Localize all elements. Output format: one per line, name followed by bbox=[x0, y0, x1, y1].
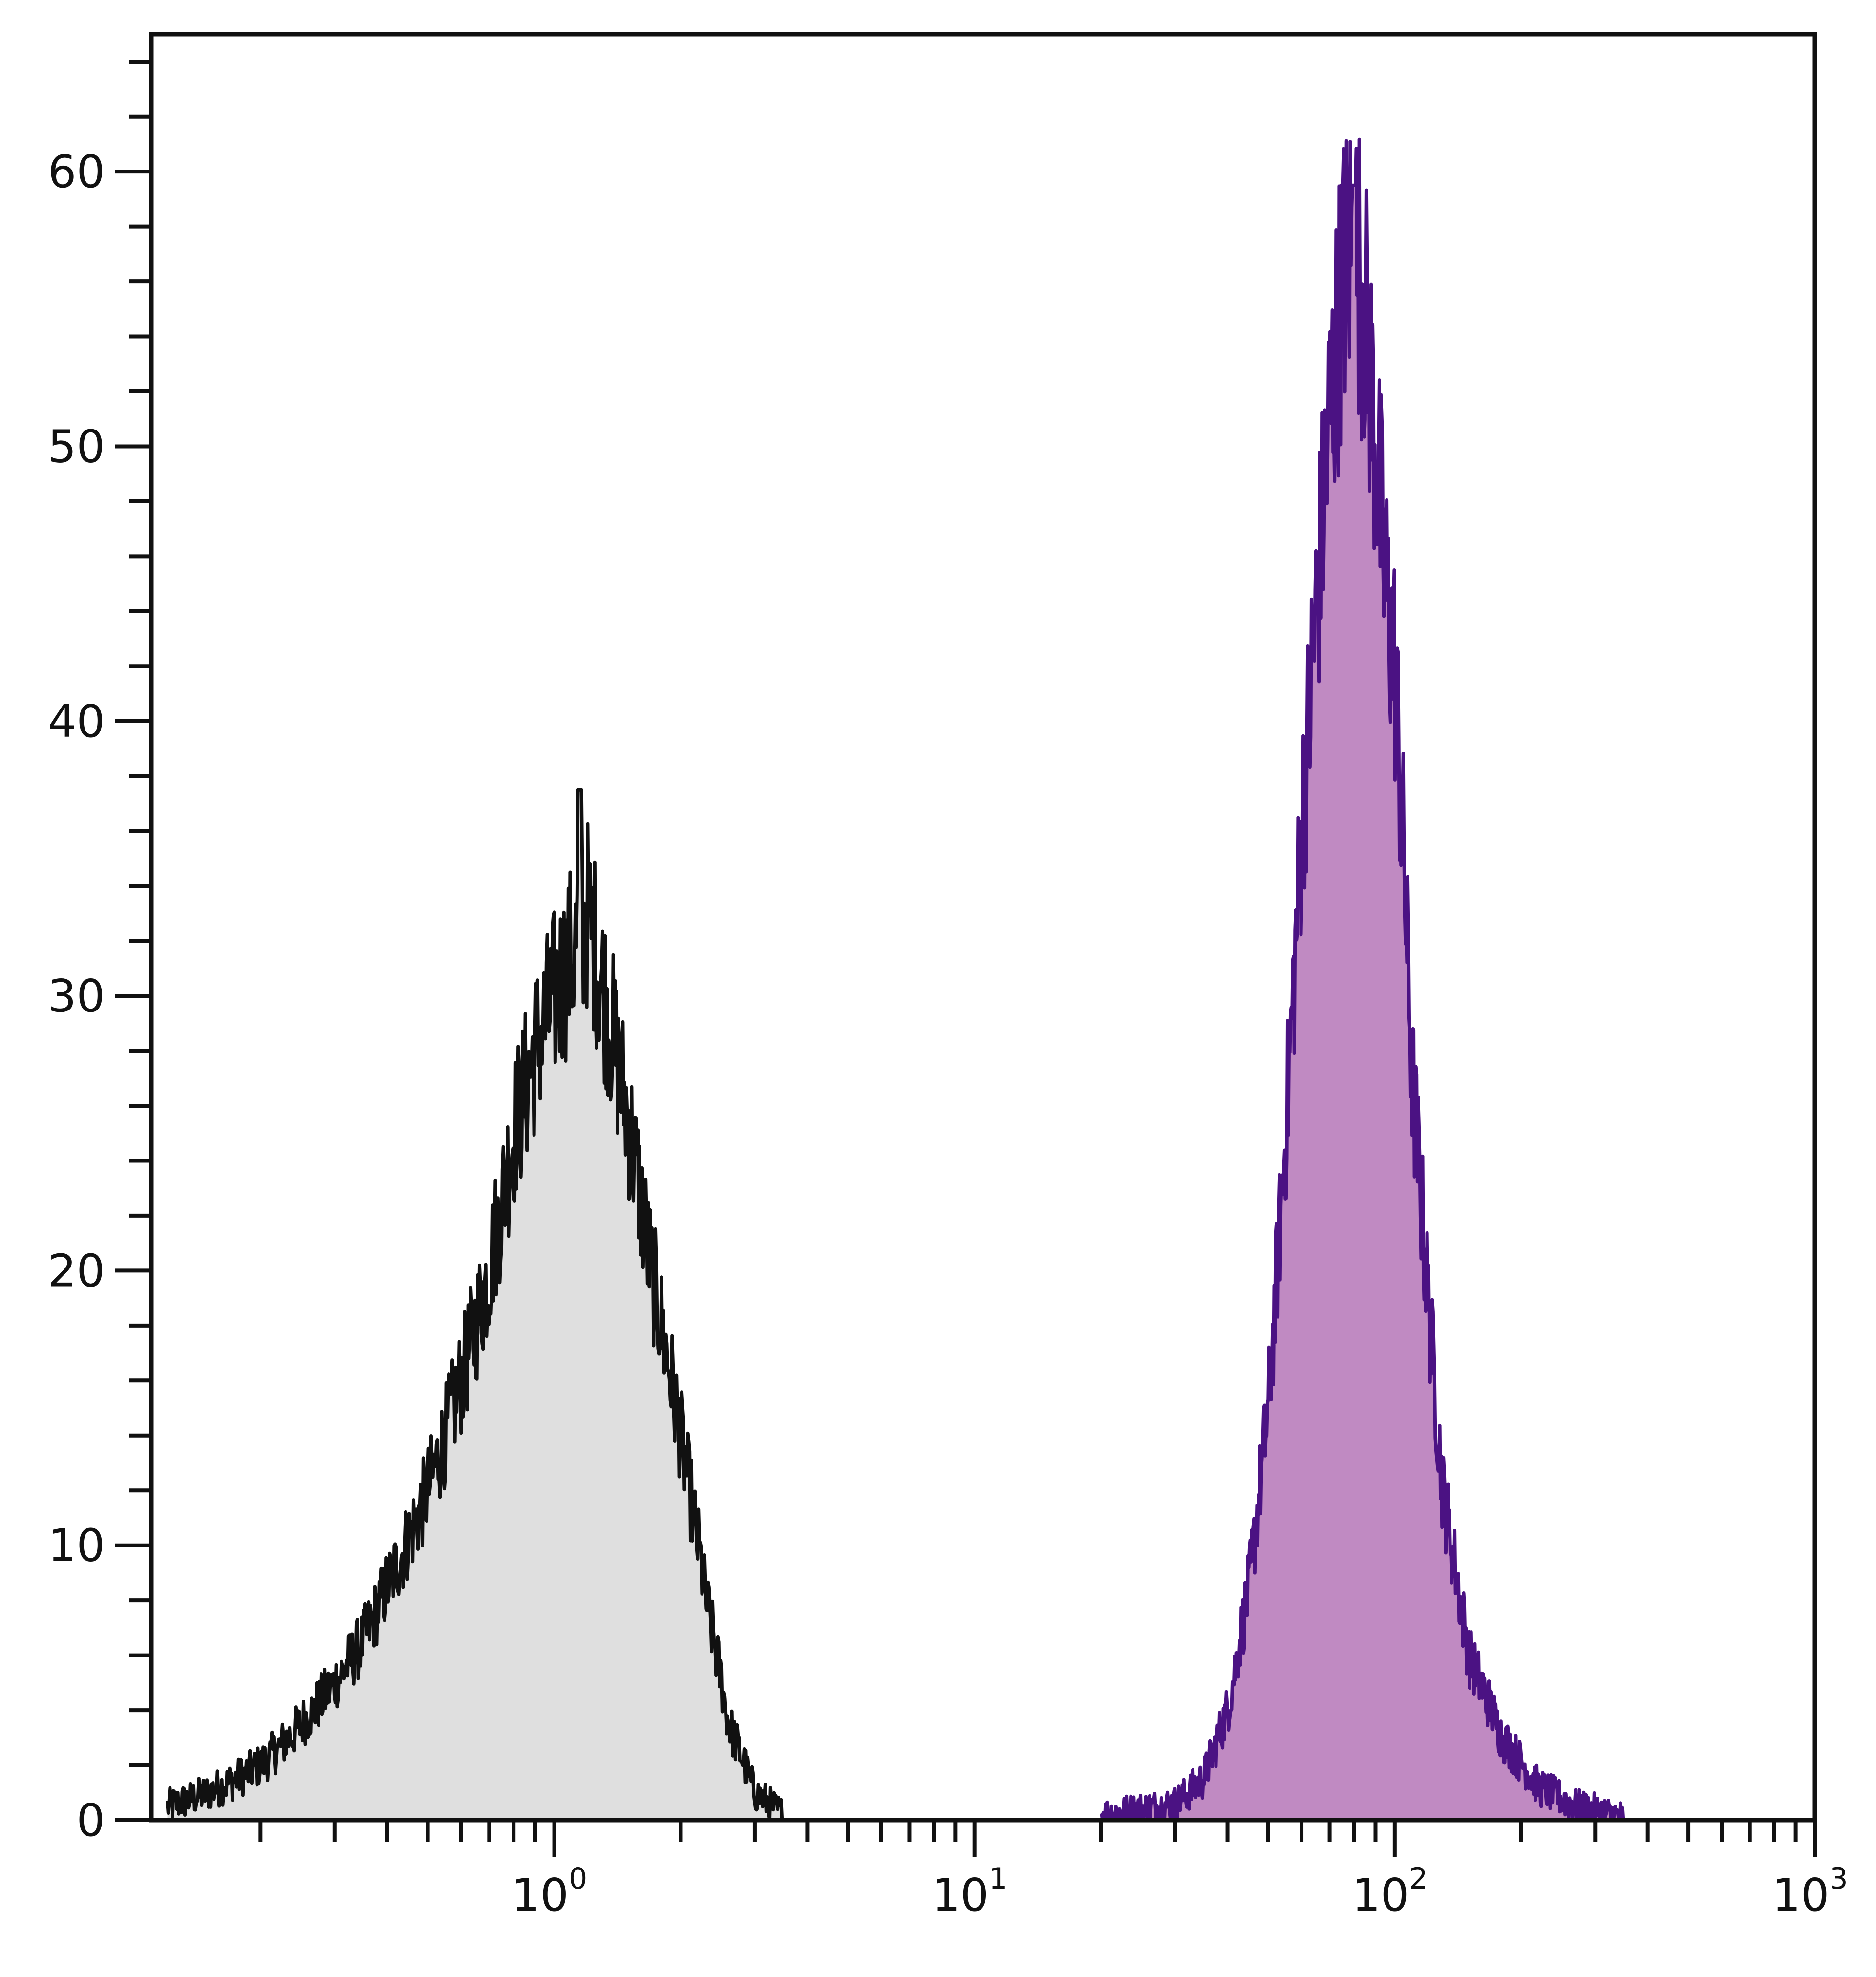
x-tick-label: 101 bbox=[932, 1862, 1007, 1921]
y-tick-label: 20 bbox=[48, 1245, 105, 1297]
y-axis: 0 10 20 30 40 50 60 bbox=[48, 60, 151, 1847]
series-control-line bbox=[166, 788, 784, 1822]
y-tick-label: 40 bbox=[48, 695, 105, 748]
x-tick-label: 103 bbox=[1772, 1862, 1848, 1921]
x-tick-label: 100 bbox=[512, 1862, 587, 1921]
x-axis: 100 101 102 103 bbox=[258, 1820, 1848, 1921]
y-tick-label: 0 bbox=[76, 1794, 105, 1847]
series-stained-line bbox=[1100, 137, 1625, 1822]
series-stained-fill bbox=[1101, 139, 1623, 1821]
y-tick-label: 30 bbox=[48, 970, 105, 1022]
y-tick-label: 10 bbox=[48, 1520, 105, 1572]
y-tick-label: 50 bbox=[48, 420, 105, 473]
y-tick-label: 60 bbox=[48, 146, 105, 198]
plot-frame bbox=[149, 32, 1817, 1823]
series-layer bbox=[166, 137, 1625, 1822]
x-tick-label: 102 bbox=[1352, 1862, 1428, 1921]
